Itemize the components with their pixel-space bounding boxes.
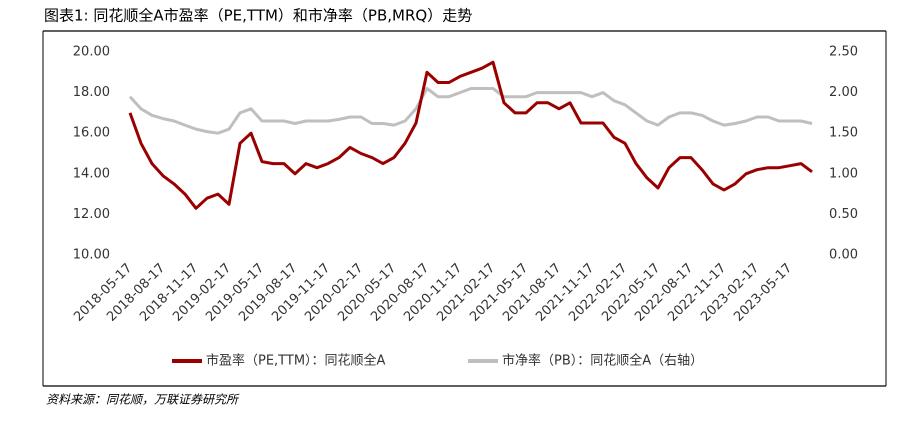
- y2-tick-label: 2.00: [829, 85, 858, 100]
- y-tick-label: 10.00: [73, 248, 110, 263]
- y-tick-label: 16.00: [73, 126, 110, 141]
- y-tick-label: 14.00: [73, 166, 110, 181]
- y2-tick-label: 0.00: [829, 248, 858, 263]
- chart-title: 图表1: 同花顺全A市盈率（PE,TTM）和市净率（PB,MRQ）走势: [44, 7, 472, 25]
- source: 资料来源：同花顺，万联证券研究所: [46, 393, 240, 407]
- y-tick-label: 18.00: [73, 85, 110, 100]
- y-tick-label: 12.00: [73, 207, 110, 222]
- series-line: [128, 87, 813, 135]
- y2-tick-label: 0.50: [829, 207, 858, 222]
- legend-label: 市净率（PB）：同花顺全A（右轴）: [502, 353, 703, 369]
- y2-tick-label: 1.00: [829, 166, 858, 181]
- legend-label: 市盈率（PE,TTM）：同花顺全A: [206, 353, 386, 369]
- y2-tick-label: 1.50: [829, 126, 858, 141]
- series-line: [128, 60, 813, 210]
- y2-tick-label: 2.50: [829, 45, 858, 60]
- y-tick-label: 20.00: [73, 45, 110, 60]
